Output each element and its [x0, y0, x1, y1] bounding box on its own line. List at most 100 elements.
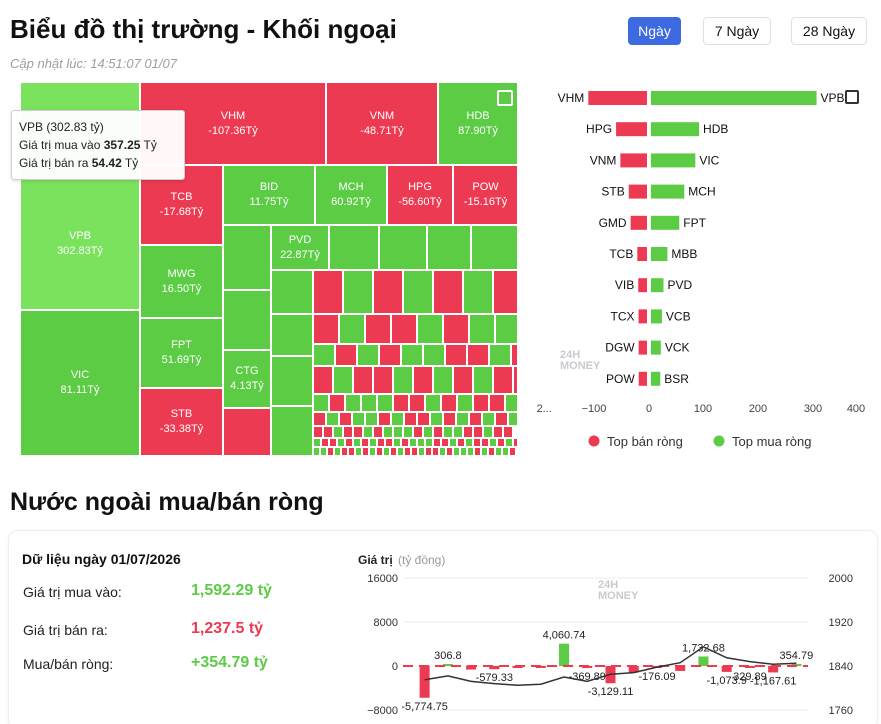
tile-small[interactable]	[334, 447, 341, 456]
tile-small[interactable]	[361, 394, 377, 412]
tile-small[interactable]	[505, 438, 513, 447]
tile-small[interactable]	[488, 447, 495, 456]
tile-small[interactable]	[465, 438, 473, 447]
tile-small[interactable]	[373, 270, 403, 314]
tile-small[interactable]	[329, 225, 379, 270]
tile-small[interactable]	[376, 447, 383, 456]
tile-small[interactable]	[411, 447, 418, 456]
tile-small[interactable]	[362, 447, 369, 456]
tile-fpt[interactable]: FPT 51.69Tỷ	[140, 318, 223, 388]
tile-small[interactable]	[313, 447, 320, 456]
tile-small[interactable]	[489, 438, 497, 447]
tile-small[interactable]	[508, 412, 518, 426]
tile-small[interactable]	[326, 412, 339, 426]
net-bar[interactable]	[675, 666, 686, 671]
period-28-days-button[interactable]: 28 Ngày	[791, 17, 867, 45]
tile-small[interactable]	[427, 225, 471, 270]
tile-small[interactable]	[393, 438, 401, 447]
tile-small[interactable]	[483, 426, 493, 438]
tile-small[interactable]	[495, 412, 508, 426]
tile-small[interactable]	[345, 438, 353, 447]
tile-small[interactable]	[379, 225, 427, 270]
tile-small[interactable]	[482, 412, 495, 426]
tile-small[interactable]	[401, 344, 423, 366]
tile-small[interactable]	[495, 314, 518, 344]
tile-small[interactable]	[417, 412, 430, 426]
tile-small[interactable]	[335, 344, 357, 366]
tile-small[interactable]	[453, 426, 463, 438]
chart-expand-icon[interactable]	[845, 90, 859, 104]
tile-bid[interactable]: BID 11.75Tỷ	[223, 165, 315, 225]
tile-small[interactable]	[449, 438, 457, 447]
tile-small[interactable]	[327, 447, 334, 456]
tile-small[interactable]	[430, 412, 443, 426]
tile-small[interactable]	[313, 438, 321, 447]
net-bar[interactable]	[582, 666, 593, 669]
tile-small[interactable]	[365, 412, 378, 426]
tile-small[interactable]	[361, 438, 369, 447]
tile-small[interactable]	[469, 314, 495, 344]
tile-small[interactable]	[313, 412, 326, 426]
sell-bar[interactable]	[637, 247, 647, 261]
tile-small[interactable]	[363, 426, 373, 438]
sell-bar[interactable]	[628, 184, 647, 199]
tile-small[interactable]	[489, 344, 511, 366]
tile-small[interactable]	[495, 447, 502, 456]
tile-small[interactable]	[497, 438, 505, 447]
tile-small[interactable]	[353, 426, 363, 438]
tile-small[interactable]	[333, 366, 353, 394]
tile-hdb[interactable]: HDB 87.90Tỷ	[438, 82, 518, 165]
tile-small[interactable]	[439, 447, 446, 456]
buy-bar[interactable]	[651, 309, 662, 324]
sell-bar[interactable]	[620, 153, 647, 168]
tile-small[interactable]	[467, 344, 489, 366]
tile-small[interactable]	[355, 447, 362, 456]
tile-small[interactable]	[413, 366, 433, 394]
tile-small[interactable]	[369, 438, 377, 447]
tile-small[interactable]	[493, 366, 513, 394]
tile-small[interactable]	[456, 412, 469, 426]
tile-small[interactable]	[425, 438, 433, 447]
tile-small[interactable]	[271, 270, 313, 314]
tile-small[interactable]	[271, 314, 313, 356]
tile-pvd[interactable]: PVD 22.87Tỷ	[271, 225, 329, 270]
tile-mwg[interactable]: MWG 16.50Tỷ	[140, 245, 223, 318]
tile-small[interactable]	[321, 438, 329, 447]
sell-bar[interactable]	[638, 371, 647, 386]
tile-vic[interactable]: VIC 81.11Tỷ	[20, 310, 140, 456]
sell-bar[interactable]	[588, 91, 647, 105]
tile-small[interactable]	[348, 447, 355, 456]
tile-small[interactable]	[469, 412, 482, 426]
net-bar[interactable]	[698, 656, 709, 666]
tile-small[interactable]	[457, 394, 473, 412]
tile-small[interactable]	[423, 344, 445, 366]
buy-bar[interactable]	[651, 247, 668, 261]
tile-small[interactable]	[323, 426, 333, 438]
net-bar[interactable]	[466, 666, 477, 670]
expand-icon[interactable]	[497, 90, 513, 106]
tile-small[interactable]	[383, 447, 390, 456]
tile-vnm[interactable]: VNM -48.71Tỷ	[326, 82, 438, 165]
tile-small[interactable]	[223, 290, 271, 350]
tile-small[interactable]	[271, 406, 313, 456]
tile-small[interactable]	[329, 394, 345, 412]
tile-small[interactable]	[446, 447, 453, 456]
tile-small[interactable]	[397, 447, 404, 456]
tile-small[interactable]	[403, 270, 433, 314]
tile-small[interactable]	[383, 426, 393, 438]
net-bar[interactable]	[628, 666, 639, 673]
buy-bar[interactable]	[651, 153, 696, 168]
tile-small[interactable]	[443, 426, 453, 438]
sell-bar[interactable]	[616, 122, 647, 137]
tile-mch[interactable]: MCH 60.92Tỷ	[315, 165, 387, 225]
tile-small[interactable]	[413, 426, 423, 438]
tile-small[interactable]	[353, 438, 361, 447]
tile-small[interactable]	[493, 270, 518, 314]
tile-small[interactable]	[343, 270, 373, 314]
sell-bar[interactable]	[638, 340, 647, 355]
tile-small[interactable]	[418, 447, 425, 456]
tile-small[interactable]	[345, 394, 361, 412]
tile-small[interactable]	[502, 447, 509, 456]
tile-small[interactable]	[473, 366, 493, 394]
tile-small[interactable]	[473, 394, 489, 412]
